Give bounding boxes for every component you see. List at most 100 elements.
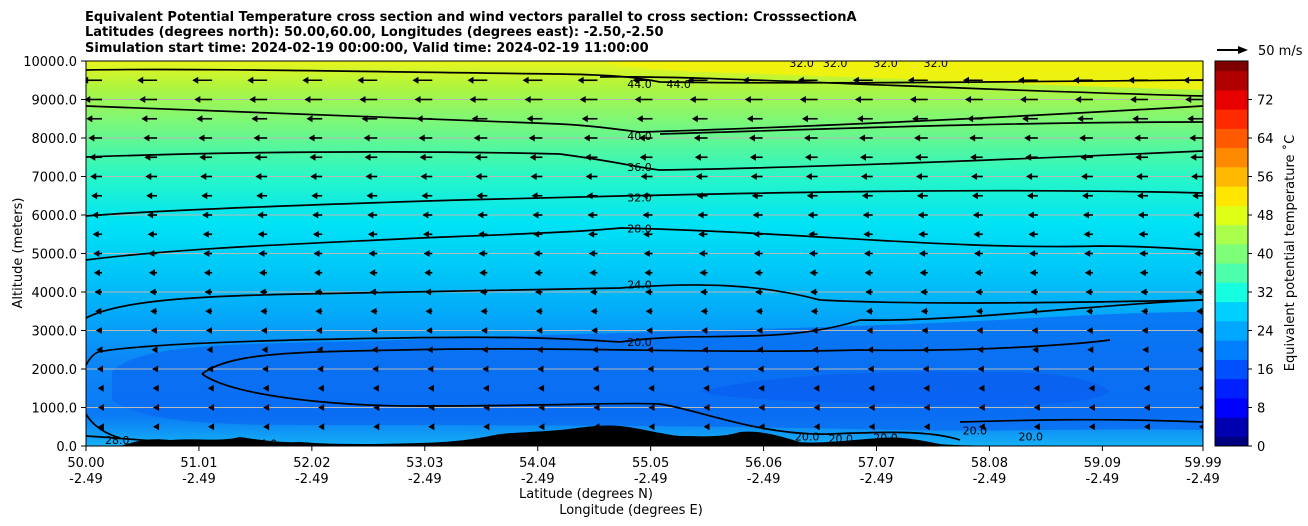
wind-vector: [420, 173, 433, 180]
wind-vector: [416, 115, 433, 123]
wind-vector: [531, 192, 543, 200]
wind-vector: [312, 211, 323, 219]
wind-vector: [137, 76, 158, 84]
wind-vector: [1086, 327, 1093, 334]
wind-vector: [922, 365, 929, 373]
wind-vector: [372, 384, 379, 392]
wind-vector: [864, 269, 873, 277]
wind-vector: [88, 134, 102, 142]
contour-20-inner: [201, 339, 1111, 375]
wind-vector: [703, 423, 710, 431]
wind-vector: [967, 115, 983, 123]
wind-vector: [368, 250, 378, 257]
wind-vector: [808, 230, 818, 238]
wind-vector: [89, 153, 102, 161]
wind-vector: [146, 192, 158, 200]
wind-vector: [92, 211, 102, 219]
wind-vector: [648, 423, 655, 431]
colorbar-band: [1215, 263, 1248, 274]
wind-vector: [476, 192, 488, 200]
wind-vector: [859, 153, 873, 161]
x-tick-label-lat: 57.07: [858, 456, 895, 471]
wind-vector: [253, 134, 268, 142]
contour-label: 32.0: [873, 57, 898, 70]
wind-vector: [372, 365, 379, 373]
wind-vector: [758, 384, 765, 392]
wind-vector: [148, 269, 158, 277]
wind-vector: [198, 134, 213, 142]
wind-vector: [1030, 288, 1038, 296]
wind-vector: [1194, 269, 1203, 277]
wind-vector: [208, 423, 215, 431]
x-tick-label-lat: 59.09: [1084, 456, 1121, 471]
wind-vector: [364, 153, 378, 161]
plot-area: 44.0 44.0 40.0 36.0 32.0 28.0 24.0 20.0 32.0 32.0…: [86, 57, 1203, 447]
wind-vector: [478, 230, 488, 238]
wind-vector: [302, 76, 323, 84]
wind-vector: [371, 327, 378, 334]
wind-vector: [860, 173, 873, 180]
wind-vector: [586, 192, 598, 200]
wind-vector: [369, 288, 378, 296]
colorbar: 0 8 16 24 32 40 48 56 64 72: [1214, 60, 1274, 455]
wind-vector: [1082, 211, 1093, 219]
wind-vector: [86, 76, 102, 84]
wind-vector: [812, 346, 819, 354]
x-tick-label-lon: -2.49: [1086, 472, 1120, 487]
wind-vector: [919, 250, 928, 257]
wind-vector: [371, 346, 378, 354]
wind-vector: [638, 134, 653, 142]
wind-vector: [309, 153, 323, 161]
colorbar-band: [1215, 349, 1248, 360]
wind-vector: [1087, 346, 1094, 354]
wind-vector: [145, 173, 158, 180]
wind-vector: [316, 327, 323, 334]
wind-vector: [147, 211, 158, 219]
wind-vector: [701, 346, 708, 354]
wind-vector: [1018, 76, 1038, 84]
wind-vector: [632, 76, 653, 84]
wind-vector: [1143, 384, 1150, 392]
wind-vector: [93, 250, 102, 257]
x-tick-label-lon: -2.49: [69, 472, 103, 487]
wind-vector: [147, 230, 158, 238]
wind-vector: [1193, 230, 1203, 238]
y-tick-label: 9000.0: [32, 94, 78, 109]
y-tick-label: 2000.0: [32, 363, 78, 378]
wind-vector: [1194, 250, 1203, 257]
wind-vector: [583, 134, 598, 142]
wind-vector: [810, 307, 818, 315]
x-axis: 50.00-2.4951.01-2.4952.02-2.4953.03-2.49…: [67, 446, 1222, 487]
wind-vector: [1191, 173, 1203, 180]
contour-label: 32.0: [627, 192, 652, 205]
wind-vector: [1082, 192, 1093, 200]
colorbar-tick-label: 32: [1257, 286, 1274, 301]
wind-vector: [923, 423, 930, 431]
contour-40b: [659, 121, 1203, 135]
wind-vector: [361, 115, 378, 123]
wind-vector: [1143, 423, 1150, 431]
wind-vector: [693, 134, 708, 142]
wind-vector: [1022, 115, 1038, 123]
wind-vector: [95, 307, 102, 315]
figure-title: Equivalent Potential Temperature cross s…: [85, 10, 857, 56]
contour-label: 20.0: [795, 430, 820, 443]
wind-vector: [1083, 230, 1093, 238]
colorbar-band: [1215, 272, 1248, 283]
wind-vector: [1195, 288, 1203, 296]
wind-vector: [425, 307, 433, 315]
wind-vector: [1084, 250, 1093, 257]
wind-vector: [978, 404, 985, 411]
x-tick-label-lat: 53.03: [406, 456, 443, 471]
contour-label: 28.0: [105, 434, 130, 447]
wind-vector: [538, 423, 545, 431]
wind-vector: [689, 96, 708, 103]
wind-vector: [742, 76, 763, 84]
wind-vector: [969, 134, 983, 142]
colorbar-band: [1215, 205, 1248, 216]
wind-vector: [1080, 153, 1093, 161]
wind-vector: [143, 134, 158, 142]
wind-vector: [756, 327, 763, 334]
wind-vector: [921, 327, 928, 334]
wind-vector: [975, 288, 983, 296]
